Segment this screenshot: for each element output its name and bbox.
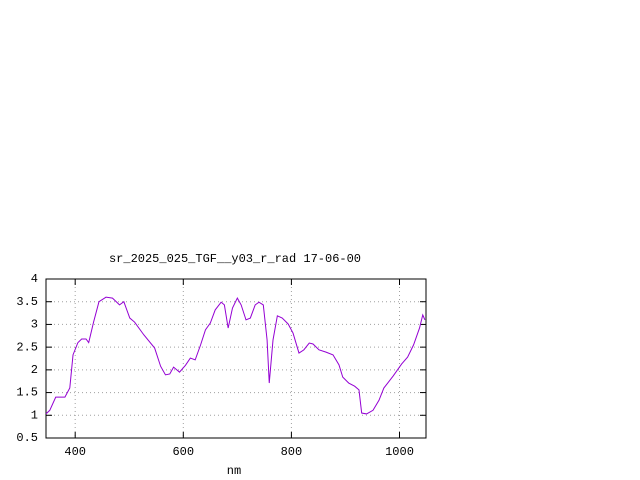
x-tick-label: 600 bbox=[172, 445, 194, 459]
y-tick-label: 2 bbox=[31, 363, 38, 377]
x-tick-label: 800 bbox=[281, 445, 303, 459]
plot-border bbox=[45, 278, 427, 439]
y-tick-label: 1 bbox=[31, 408, 38, 422]
x-tick-label: 1000 bbox=[385, 445, 414, 459]
chart-title: sr_2025_025_TGF__y03_r_rad 17-06-00 bbox=[109, 252, 361, 266]
y-tick-label: 4 bbox=[31, 272, 38, 286]
y-tick-label: 2.5 bbox=[16, 340, 38, 354]
x-tick-label: 400 bbox=[64, 445, 86, 459]
y-tick-label: 3.5 bbox=[16, 295, 38, 309]
data-line bbox=[45, 296, 426, 415]
x-axis-label: nm bbox=[227, 464, 241, 478]
y-tick-label: 3 bbox=[31, 318, 38, 332]
y-tick-label: 1.5 bbox=[16, 386, 38, 400]
y-tick-label: 0.5 bbox=[16, 431, 38, 445]
